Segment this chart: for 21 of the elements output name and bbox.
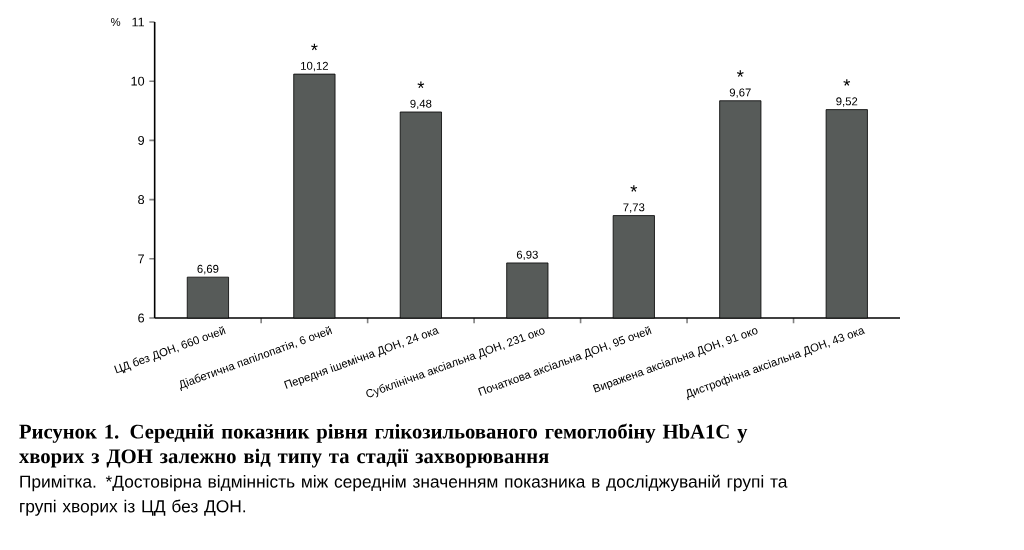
annotation: * — [417, 81, 425, 89]
y-tick-label: 6 — [138, 313, 145, 323]
data-label: 10,12 — [301, 61, 328, 72]
annotation: * — [736, 70, 744, 77]
data-label: 7,73 — [623, 203, 645, 213]
text: Рисунок 1. Середній показник рівня глікозильованого гемоглобіну HbA1C у хворих з ДОН залежно від типу та стадії захворювання — [19, 423, 748, 468]
annotation: * — [843, 79, 851, 86]
y-tick-label: 10 — [131, 76, 145, 86]
data-label: 6,69 — [197, 264, 219, 275]
y-tick-label: 9 — [138, 135, 145, 145]
annotation: * — [630, 185, 638, 192]
y-tick-label: 7 — [138, 254, 144, 264]
y-tick-label: 11 — [132, 17, 144, 27]
data-label: 9,48 — [410, 99, 432, 110]
data-label: 9,52 — [836, 97, 858, 107]
annotation: * — [311, 43, 318, 51]
text: Примітка. *Достовірна відмінність між середнім значенням показника в досліджуваній групі та групі хворих із ЦД без ДОН. — [20, 474, 788, 516]
y-axis-title: % — [110, 18, 121, 26]
data-label: 6,93 — [516, 250, 538, 260]
y-tick-label: 8 — [138, 195, 145, 205]
data-label: 9,67 — [729, 88, 751, 98]
